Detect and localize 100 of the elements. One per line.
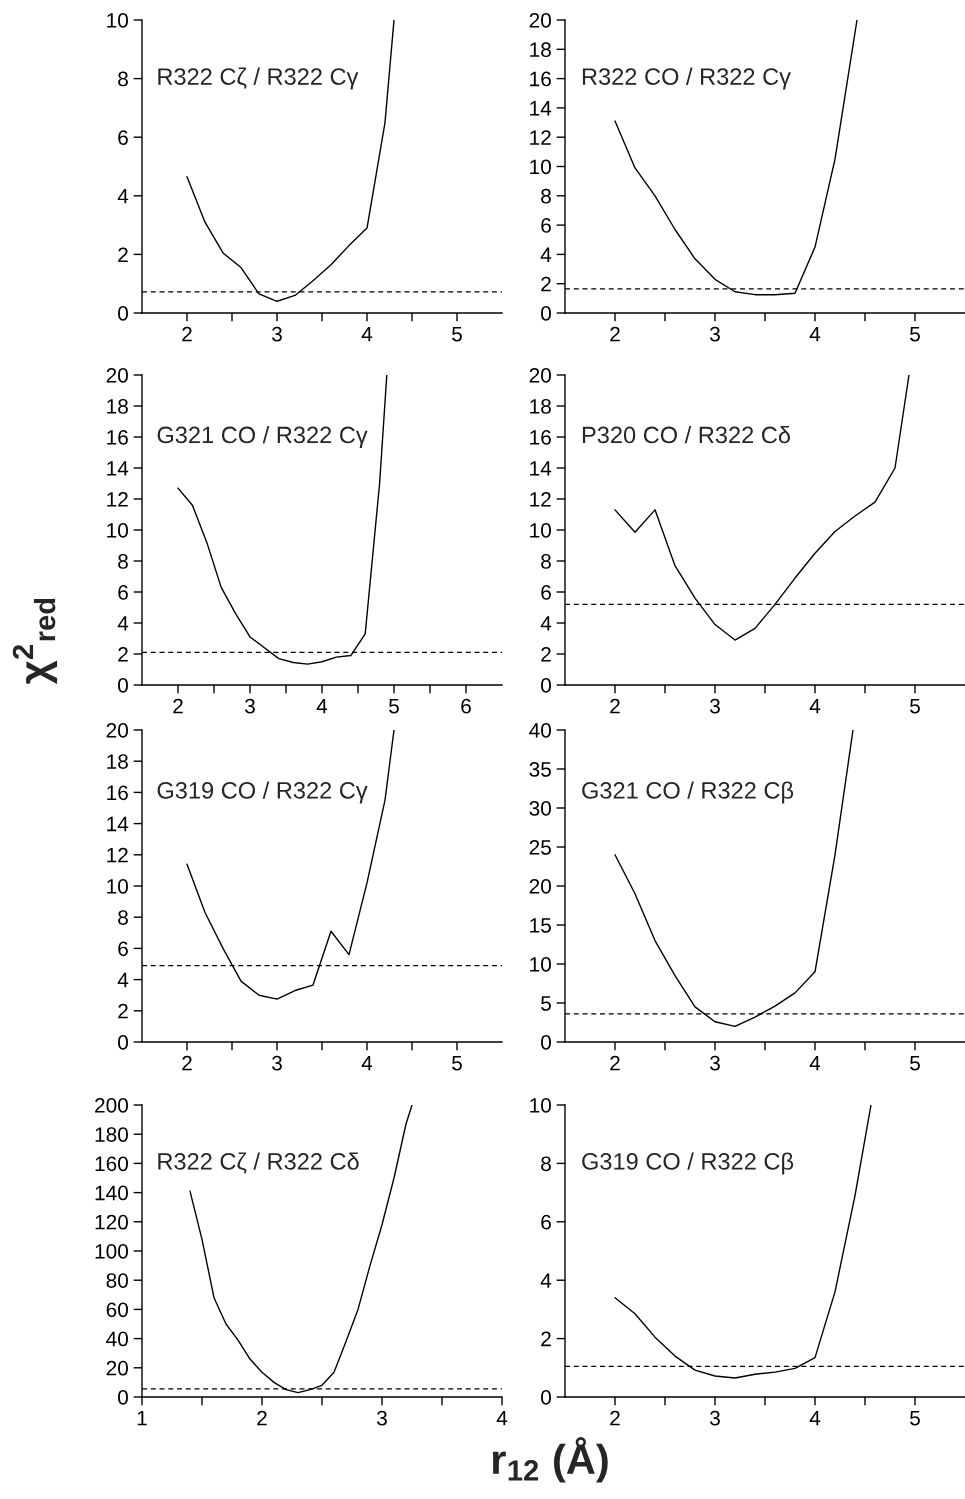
y-tick-label: 2: [118, 647, 128, 662]
y-tick-label: 10: [530, 1098, 551, 1113]
x-tick-label: 2: [610, 698, 620, 714]
x-tick-label: 6: [461, 698, 471, 714]
y-tick-label: 10: [530, 159, 551, 175]
y-tick-label: 4: [540, 247, 552, 262]
y-tick-label: 8: [541, 554, 551, 569]
y-tick-label: 14: [530, 101, 552, 116]
y-tick-label: 18: [530, 42, 551, 58]
y-tick-label: 8: [118, 71, 128, 87]
x-tick-label: 2: [182, 326, 192, 342]
y-tick-label: 20: [529, 368, 551, 383]
y-tick-label: 8: [118, 910, 128, 925]
y-tick-label: 8: [118, 554, 128, 569]
x-tick-label: 4: [361, 326, 373, 342]
y-tick-label: 0: [118, 1035, 128, 1050]
x-tick-label: 2: [257, 1410, 267, 1426]
y-tick-label: 2: [118, 1003, 128, 1019]
y-tick-label: 200: [95, 1098, 128, 1113]
x-tick-label: 3: [245, 698, 255, 714]
y-tick-label: 2: [541, 647, 551, 662]
y-tick-label: 2: [118, 247, 128, 262]
text: P320 CO / R322 Cδ: [582, 425, 790, 444]
y-tick-label: 14: [107, 461, 129, 476]
y-tick-label: 4: [117, 189, 129, 204]
y-tick-label: 0: [541, 1390, 551, 1405]
x-tick-label: 3: [710, 1410, 720, 1426]
y-tick-label: 6: [541, 218, 551, 233]
y-tick-label: 0: [541, 1035, 551, 1050]
x-tick-label: 4: [809, 1410, 821, 1426]
y-tick-label: 10: [107, 523, 128, 538]
y-tick-label: 180: [95, 1127, 128, 1142]
x-tick-label: 4: [809, 326, 821, 342]
x-tick-label: 5: [910, 698, 920, 714]
y-tick-label: 6: [541, 1214, 551, 1230]
x-tick-label: 5: [452, 1055, 462, 1071]
y-tick-label: 140: [95, 1185, 128, 1201]
y-tick-label: 16: [530, 71, 551, 87]
text: R322 Cζ / R322 Cδ: [158, 1152, 359, 1174]
y-tick-label: 4: [117, 616, 129, 631]
y-tick-label: 6: [118, 585, 128, 600]
y-tick-label: 16: [107, 430, 128, 445]
y-tick-label: 20: [106, 1360, 128, 1376]
text: G321 CO / R322 Cβ: [582, 781, 794, 804]
y-tick-label: 4: [540, 1273, 552, 1288]
y-tick-label: 14: [530, 461, 552, 476]
x-tick-label: 2: [610, 1410, 620, 1426]
x-axis-title: r$_{12}$ (Å): [492, 1437, 608, 1483]
y-tick-label: 18: [107, 399, 128, 414]
y-tick-label: 4: [540, 616, 552, 631]
y-tick-label: 12: [530, 130, 551, 145]
y-tick-label: 6: [118, 941, 128, 957]
x-tick-label: 4: [496, 1410, 508, 1426]
y-tick-label: 20: [529, 879, 551, 894]
x-tick-label: 3: [710, 1055, 720, 1071]
x-tick-label: 5: [910, 1055, 920, 1071]
x-tick-label: 3: [710, 326, 720, 342]
y-tick-label: 4: [117, 972, 129, 988]
x-tick-label: 5: [910, 1410, 920, 1426]
y-tick-label: 80: [106, 1273, 128, 1288]
x-tick-label: 5: [452, 326, 462, 342]
text: G321 CO / R322 Cγ: [157, 425, 368, 448]
x-tick-label: 3: [272, 326, 282, 342]
y-tick-label: 0: [118, 306, 128, 321]
y-tick-label: 25: [529, 840, 551, 855]
y-tick-label: 15: [530, 918, 551, 933]
x-tick-label: 3: [377, 1410, 387, 1426]
x-tick-label: 5: [389, 698, 399, 714]
x-tick-label: 3: [272, 1055, 282, 1071]
y-tick-label: 16: [107, 785, 128, 801]
y-tick-label: 8: [541, 188, 551, 204]
x-tick-label: 2: [610, 1055, 620, 1071]
text: R322 CO / R322 Cγ: [582, 67, 791, 90]
x-tick-label: 4: [809, 698, 821, 714]
y-tick-label: 6: [541, 585, 551, 600]
y-tick-label: 6: [118, 130, 128, 145]
y-tick-label: 10: [107, 879, 128, 894]
y-tick-label: 14: [107, 816, 129, 832]
y-tick-label: 12: [530, 492, 551, 507]
y-tick-label: 40: [106, 1331, 128, 1347]
y-axis-title: χ$^{2}$$_{red}$: [12, 598, 58, 685]
y-tick-label: 2: [541, 1331, 551, 1347]
y-tick-label: 10: [107, 13, 128, 28]
y-tick-label: 2: [541, 276, 551, 292]
y-tick-label: 18: [107, 754, 128, 769]
y-tick-label: 35: [529, 762, 551, 777]
y-tick-label: 160: [95, 1156, 128, 1172]
x-tick-label: 4: [316, 698, 328, 714]
y-tick-label: 5: [541, 996, 551, 1011]
x-tick-label: 1: [137, 1410, 147, 1426]
y-tick-label: 0: [541, 678, 551, 693]
x-tick-label: 3: [710, 698, 720, 714]
y-tick-label: 16: [530, 430, 551, 445]
y-tick-label: 12: [107, 492, 128, 507]
y-tick-label: 20: [106, 723, 128, 738]
y-tick-label: 40: [529, 723, 551, 738]
text: G319 CO / R322 Cγ: [157, 781, 368, 804]
x-tick-label: 5: [910, 326, 920, 342]
y-tick-label: 60: [106, 1302, 128, 1318]
x-tick-label: 2: [182, 1055, 192, 1071]
